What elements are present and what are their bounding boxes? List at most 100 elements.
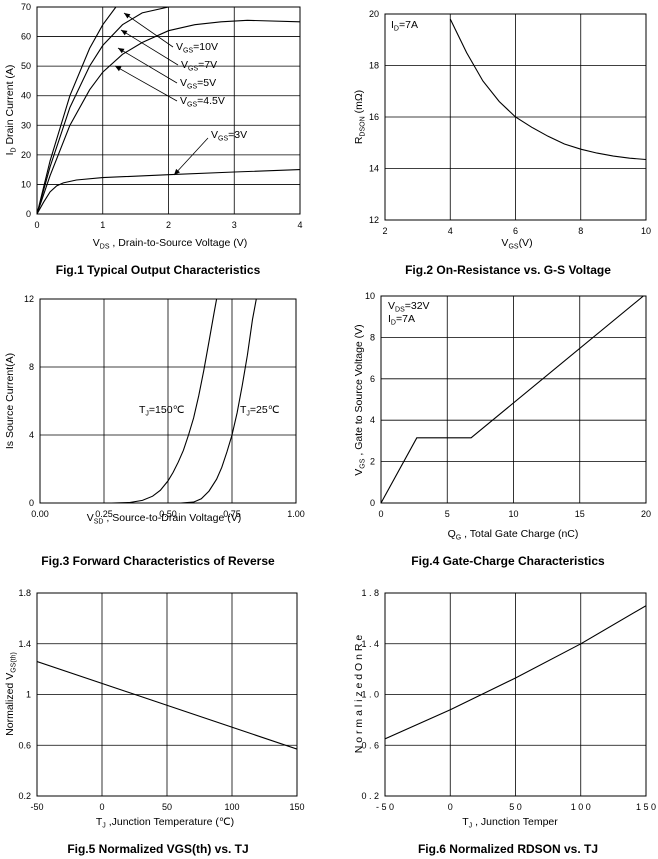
plot-frame bbox=[39, 298, 297, 504]
y-tick-label: 4 bbox=[29, 430, 34, 440]
series-line-0 bbox=[381, 296, 644, 503]
y-tick-label: 20 bbox=[369, 9, 379, 19]
y-tick-label: 1 . 8 bbox=[361, 588, 379, 598]
y-tick-label: 8 bbox=[370, 332, 375, 342]
plot-frame bbox=[380, 295, 647, 504]
x-tick-label: 4 bbox=[448, 226, 453, 236]
x-tick-label: 10 bbox=[508, 509, 518, 519]
y-tick-label: 0 . 6 bbox=[361, 740, 379, 750]
x-tick-label: 0 bbox=[99, 802, 104, 812]
annotation-leader-line bbox=[123, 12, 174, 48]
x-tick-label: 20 bbox=[641, 509, 651, 519]
annotation-tj-25c: TJ=25℃ bbox=[240, 404, 280, 418]
x-tick-label: 8 bbox=[578, 226, 583, 236]
annotation-arrowhead bbox=[124, 13, 131, 19]
y-tick-label: 8 bbox=[29, 362, 34, 372]
x-axis-label: VDS , Drain-to-Source Voltage (V) bbox=[93, 237, 247, 251]
annotation-arrowhead bbox=[121, 30, 128, 36]
x-tick-label: 15 bbox=[575, 509, 585, 519]
x-tick-label: 4 bbox=[297, 220, 302, 230]
series-line-0 bbox=[111, 299, 218, 503]
y-tick-label: 10 bbox=[365, 291, 375, 301]
y-tick-label: 70 bbox=[21, 2, 31, 12]
y-tick-label: 60 bbox=[21, 32, 31, 42]
annotation-leader-line bbox=[114, 65, 178, 102]
annotation-leader-line bbox=[120, 29, 179, 66]
y-tick-label: 18 bbox=[369, 61, 379, 71]
x-tick-label: 2 bbox=[382, 226, 387, 236]
x-tick-label: 2 bbox=[166, 220, 171, 230]
x-tick-label: 5 bbox=[445, 509, 450, 519]
y-tick-label: 0 bbox=[26, 209, 31, 219]
y-tick-label: 0 . 2 bbox=[361, 791, 379, 801]
x-tick-label: 10 bbox=[641, 226, 651, 236]
y-axis-label: Normalized VGS(th) bbox=[4, 652, 18, 736]
x-tick-label: -50 bbox=[30, 802, 43, 812]
y-tick-label: 1 . 4 bbox=[361, 639, 379, 649]
chart-title: Fig.4 Gate-Charge Characteristics bbox=[411, 554, 605, 568]
fig4-chart: 0 5 10 15 20 0 2 4 6 8 10 QG , Total Gate Charge (n… bbox=[353, 291, 651, 568]
annotation-id-7a: ID=7A bbox=[388, 313, 415, 327]
plot-frame bbox=[384, 592, 647, 797]
x-tick-label: 150 bbox=[289, 802, 304, 812]
y-tick-label: 16 bbox=[369, 112, 379, 122]
x-tick-label: - 5 0 bbox=[376, 802, 394, 812]
fig5-chart: -50 0 50 100 150 0.2 0.6 1 1.4 1.8 TJ ,Junction Te… bbox=[4, 588, 305, 856]
x-tick-label: 1.00 bbox=[287, 509, 305, 519]
chart-title: Fig.5 Normalized VGS(th) vs. TJ bbox=[67, 842, 248, 856]
y-tick-label: 1 bbox=[26, 690, 31, 700]
series-line-0 bbox=[449, 18, 646, 161]
series-line-3 bbox=[37, 169, 300, 214]
x-tick-label: 0.50 bbox=[159, 509, 177, 519]
y-axis-label: Is Source Current(A) bbox=[4, 353, 16, 449]
chart-title: Fig.6 Normalized RDSON vs. TJ bbox=[418, 842, 598, 856]
fig3-chart: 0.00 0.25 0.50 0.75 1.00 0 4 8 12 VSD , Source-to… bbox=[4, 294, 305, 568]
y-tick-label: 50 bbox=[21, 61, 31, 71]
x-axis-label: TJ ,Junction Temperature (℃) bbox=[96, 816, 234, 830]
series-line-1 bbox=[180, 299, 257, 503]
y-tick-label: 1 . 0 bbox=[361, 690, 379, 700]
y-tick-label: 2 bbox=[370, 457, 375, 467]
annotation-arrowhead bbox=[174, 168, 180, 175]
y-tick-label: 10 bbox=[21, 179, 31, 189]
x-tick-label: 6 bbox=[513, 226, 518, 236]
series-line-0 bbox=[37, 660, 297, 750]
fig2-chart: 2 4 6 8 10 12 14 16 18 20 VGS(V) RDSON (mΩ) Fig.2 On… bbox=[353, 9, 651, 277]
x-tick-label: 50 bbox=[162, 802, 172, 812]
y-tick-label: 12 bbox=[369, 215, 379, 225]
fig6-chart: - 5 0 0 5 0 1 0 0 1 5 0 0 . 2 0 . 6 1 . 0 1 . 4 1… bbox=[353, 588, 656, 856]
x-axis-label: VSD , Source-to-Drain Voltage (V) bbox=[87, 512, 241, 526]
annotation-vds-32v: VDS=32V bbox=[388, 300, 430, 314]
annotation-leader-line bbox=[117, 47, 178, 84]
series-line-0 bbox=[37, 7, 117, 214]
y-axis-label: ID Drain Current (A) bbox=[4, 65, 18, 156]
annotation-vgs-3v: VGS=3V bbox=[211, 129, 247, 143]
y-tick-label: 0 bbox=[29, 498, 34, 508]
x-tick-label: 0 bbox=[378, 509, 383, 519]
y-tick-label: 1.4 bbox=[18, 639, 31, 649]
x-tick-label: 0.25 bbox=[95, 509, 113, 519]
annotation-id-7a: ID=7A bbox=[391, 19, 418, 33]
x-tick-label: 1 bbox=[100, 220, 105, 230]
x-axis-label: VGS(V) bbox=[501, 237, 532, 251]
annotation-vgs-7v: VGS=7V bbox=[181, 59, 217, 73]
x-tick-label: 5 0 bbox=[509, 802, 522, 812]
annotation-arrowhead bbox=[118, 48, 125, 54]
chart-title: Fig.2 On-Resistance vs. G-S Voltage bbox=[405, 263, 611, 277]
y-tick-label: 14 bbox=[369, 164, 379, 174]
y-tick-label: 40 bbox=[21, 91, 31, 101]
chart-title: Fig.3 Forward Characteristics of Reverse bbox=[41, 554, 275, 568]
annotation-leader-line bbox=[173, 137, 209, 176]
annotation-arrowhead bbox=[115, 66, 122, 72]
y-tick-label: 4 bbox=[370, 415, 375, 425]
x-tick-label: 100 bbox=[224, 802, 239, 812]
series-line-2 bbox=[37, 19, 300, 214]
y-axis-label: RDSON (mΩ) bbox=[353, 90, 367, 144]
annotation-vgs-5v: VGS=5V bbox=[180, 77, 216, 91]
y-tick-label: 20 bbox=[21, 150, 31, 160]
x-tick-label: 3 bbox=[232, 220, 237, 230]
y-tick-label: 0.2 bbox=[18, 791, 31, 801]
y-tick-label: 0.6 bbox=[18, 740, 31, 750]
